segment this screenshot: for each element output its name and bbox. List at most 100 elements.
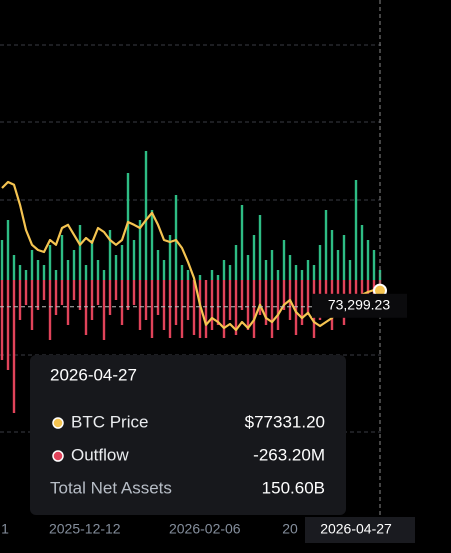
- bar: [318, 245, 322, 280]
- bar: [156, 250, 160, 280]
- bar: [228, 265, 232, 280]
- bar: [222, 260, 226, 280]
- bar: [72, 280, 76, 300]
- bar: [36, 280, 40, 310]
- bar: [276, 280, 280, 330]
- bar: [156, 280, 160, 315]
- bar: [264, 280, 268, 325]
- bar: [126, 280, 130, 310]
- tooltip-label: Total Net Assets: [50, 478, 172, 497]
- bar: [270, 250, 274, 280]
- bar: [168, 235, 172, 280]
- bar: [306, 260, 310, 280]
- bar: [114, 280, 118, 300]
- bar: [270, 280, 274, 338]
- bars: [0, 151, 382, 413]
- crosshair-x-label: 2026-04-27: [320, 521, 392, 537]
- bar: [42, 280, 46, 300]
- bar: [18, 265, 22, 280]
- bar: [36, 260, 40, 280]
- tooltip-dot: [52, 417, 64, 429]
- tooltip-box: [30, 355, 346, 515]
- tooltip-date: 2026-04-27: [50, 365, 137, 384]
- bar: [294, 265, 298, 280]
- tooltip-dot: [52, 450, 64, 462]
- bar: [258, 215, 262, 280]
- bar: [222, 280, 226, 338]
- bar: [138, 280, 142, 330]
- price-line: [1, 180, 381, 332]
- tooltip-label: BTC Price: [71, 412, 148, 431]
- bar: [12, 280, 16, 413]
- bar: [186, 270, 190, 280]
- bar: [96, 280, 100, 305]
- bar: [0, 280, 4, 360]
- bar: [78, 280, 82, 310]
- bar: [162, 280, 166, 330]
- bar: [102, 280, 106, 340]
- bar: [150, 210, 154, 280]
- bar: [84, 280, 88, 335]
- crosshair-y-label: 73,299.23: [328, 297, 390, 313]
- bar: [60, 235, 64, 280]
- bar: [6, 280, 10, 370]
- bar: [348, 260, 352, 280]
- bar: [240, 280, 244, 310]
- bar: [210, 270, 214, 280]
- bar: [210, 280, 214, 330]
- overlay: 73,299.23: [0, 0, 407, 520]
- bar: [198, 275, 202, 280]
- bar: [276, 270, 280, 280]
- bar: [84, 265, 88, 280]
- bar: [180, 280, 184, 338]
- bar: [120, 245, 124, 280]
- bar: [90, 280, 94, 320]
- bar: [18, 280, 22, 320]
- bar: [126, 173, 130, 280]
- x-axis: 1 2025-12-12 2026-02-06 20 2026-04-27: [1, 517, 415, 543]
- bar: [12, 255, 16, 280]
- bar: [144, 151, 148, 280]
- bar: [360, 280, 364, 305]
- bar: [294, 280, 298, 335]
- bar: [360, 225, 364, 280]
- bar: [24, 270, 28, 280]
- crosshair-x-label-bg: [305, 517, 415, 543]
- bar: [366, 240, 370, 280]
- bar: [48, 245, 52, 280]
- bar: [6, 220, 10, 280]
- bar: [288, 255, 292, 280]
- bar: [108, 280, 112, 315]
- bar: [240, 205, 244, 280]
- bar: [354, 180, 358, 280]
- bar: [48, 280, 52, 340]
- tooltip: 2026-04-27 BTC Price $77331.20 Outflow -263.…: [30, 355, 346, 515]
- bar: [192, 280, 196, 335]
- bar: [66, 280, 70, 325]
- bar: [120, 280, 124, 325]
- bar: [138, 220, 142, 280]
- tooltip-value: 150.60B: [262, 478, 325, 497]
- bar: [60, 280, 64, 305]
- tooltip-value: -263.20M: [253, 445, 325, 464]
- x-tick-label: 20: [282, 521, 298, 537]
- bar: [180, 265, 184, 280]
- bar: [0, 240, 4, 280]
- bar: [366, 280, 370, 295]
- bar: [42, 265, 46, 280]
- bar: [216, 280, 220, 325]
- bar: [96, 260, 100, 280]
- bar: [150, 280, 154, 338]
- bar: [246, 280, 250, 330]
- bar: [228, 280, 232, 320]
- bar: [174, 195, 178, 280]
- bar: [144, 280, 148, 320]
- crosshair-y-label-bg: [312, 293, 407, 318]
- bar: [162, 260, 166, 280]
- bar: [114, 255, 118, 280]
- bar: [66, 260, 70, 280]
- bar: [252, 280, 256, 338]
- bar: [30, 250, 34, 280]
- bar: [168, 280, 172, 338]
- bar: [216, 275, 220, 280]
